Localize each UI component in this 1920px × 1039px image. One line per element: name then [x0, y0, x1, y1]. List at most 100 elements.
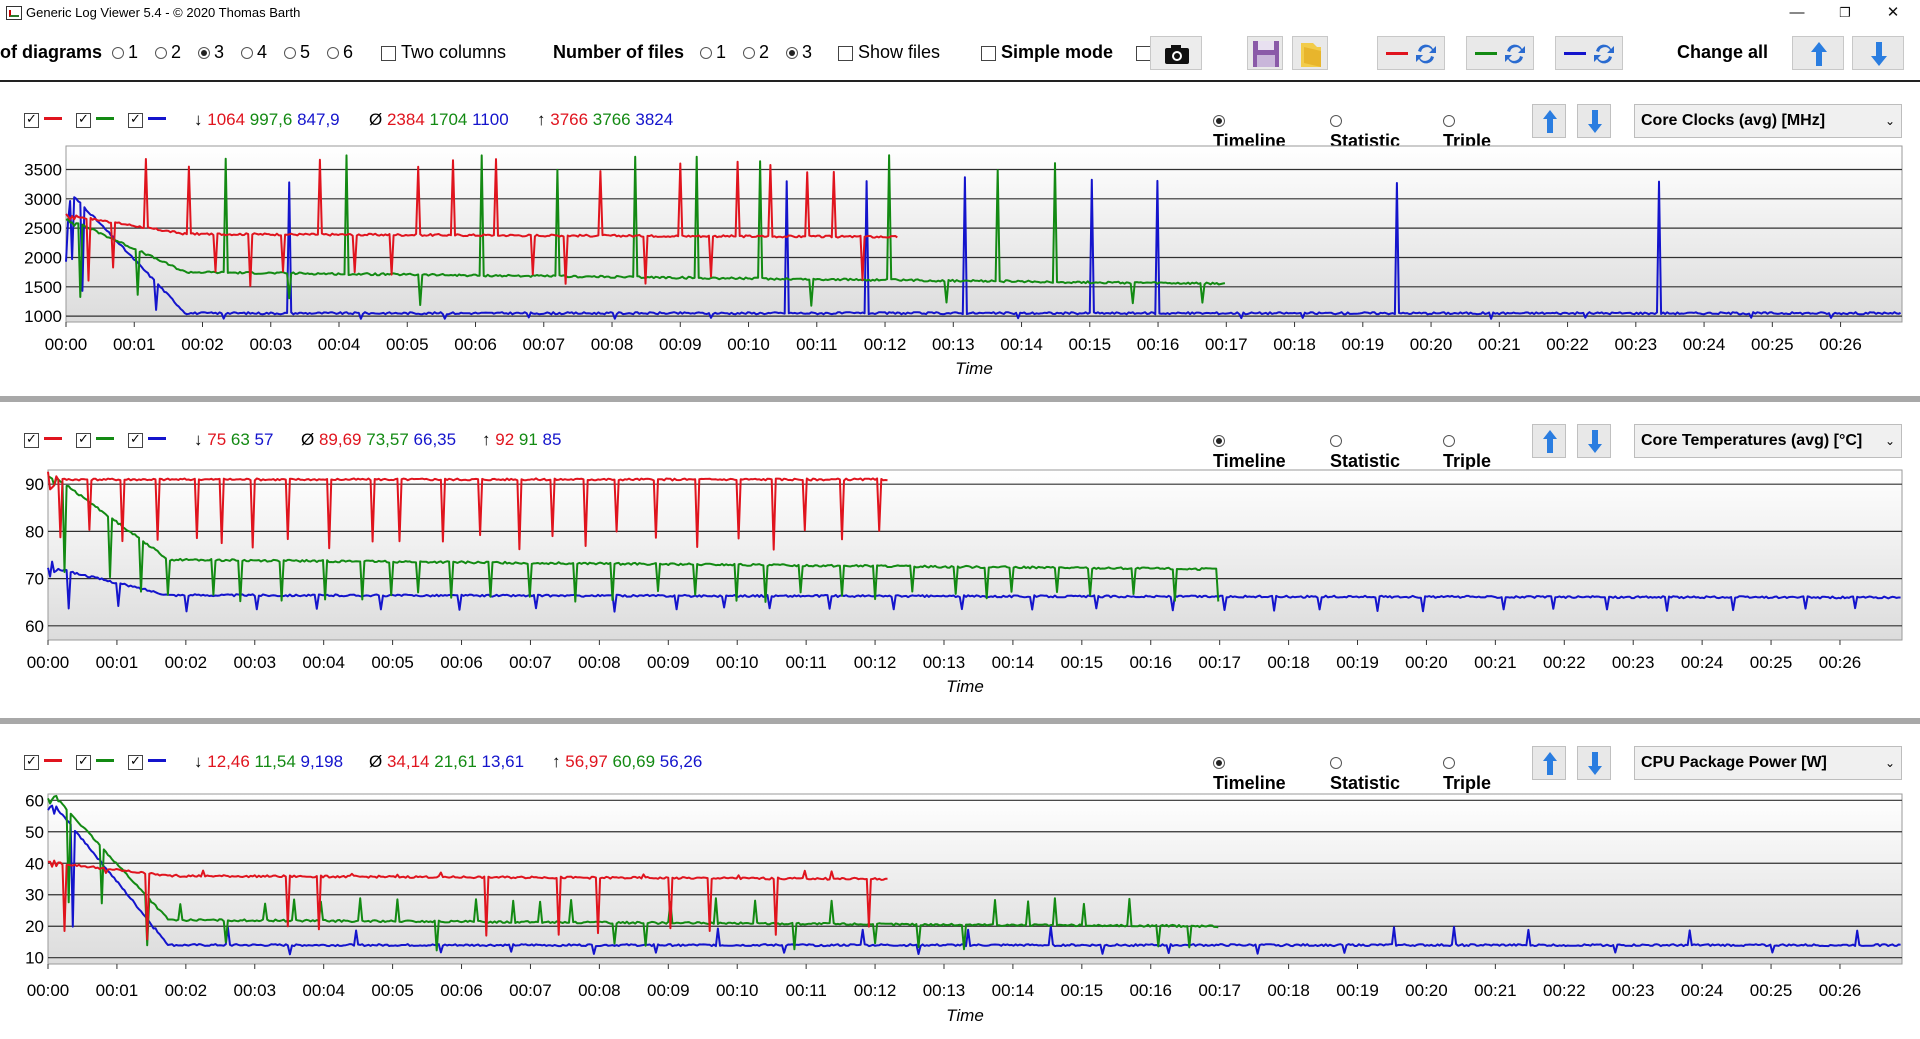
- series-line-red: [47, 859, 888, 941]
- statistic-radio[interactable]: Statistic: [1330, 752, 1400, 794]
- stats-avg: Ø 34,14 21,61 13,61: [369, 752, 524, 772]
- files-radio-2[interactable]: 2: [743, 42, 769, 63]
- two-columns-checkbox[interactable]: Two columns: [381, 42, 506, 63]
- files-radio-3[interactable]: 3: [786, 42, 812, 63]
- x-tick-label: 00:12: [864, 335, 907, 354]
- triple-radio[interactable]: Triple: [1443, 752, 1491, 794]
- x-tick-label: 00:02: [181, 335, 224, 354]
- sensor-select-value: Core Clocks (avg) [MHz]: [1641, 112, 1826, 129]
- min-red: 12,46: [207, 752, 250, 771]
- show-files-checkbox[interactable]: Show files: [838, 42, 940, 63]
- x-tick-label: 00:12: [854, 981, 897, 1000]
- chart-cpu-package-power: 10 20 30 40 50 60 00:00 00:01 00:02 00:03 00:04 00:…: [25, 791, 1903, 1025]
- y-tick-label: 2000: [24, 248, 62, 267]
- panel-move-up-button[interactable]: [1532, 746, 1566, 780]
- x-tick-label: 00:09: [647, 981, 690, 1000]
- swap-green-button[interactable]: [1466, 36, 1534, 70]
- panel-move-down-button[interactable]: [1577, 424, 1611, 458]
- minimize-button[interactable]: —: [1789, 4, 1805, 21]
- simple-mode-checkbox[interactable]: Simple mode: [981, 42, 1113, 63]
- panel-move-up-button[interactable]: [1532, 424, 1566, 458]
- diagram-radio-3[interactable]: 3: [198, 42, 224, 63]
- max-green: 3766: [592, 110, 631, 129]
- red-series-checkbox[interactable]: [24, 110, 44, 130]
- folder-icon: [1301, 43, 1321, 67]
- swap-red-icon: [1416, 44, 1436, 64]
- y-tick-label: 1000: [24, 307, 62, 326]
- timeline-label: Timeline: [1213, 773, 1286, 793]
- arrow-up-icon: [1543, 430, 1557, 453]
- panel-move-up-button[interactable]: [1532, 104, 1566, 138]
- diagram-option-6: 6: [343, 42, 354, 62]
- y-tick-label: 90: [25, 475, 44, 494]
- x-tick-label: 00:15: [1069, 335, 1112, 354]
- series-line-blue: [47, 804, 1901, 956]
- x-tick-label: 00:03: [233, 653, 276, 672]
- max-red: 3766: [550, 110, 589, 129]
- screenshot-button[interactable]: [1150, 36, 1202, 70]
- files-radio-1[interactable]: 1: [700, 42, 726, 63]
- sensor-select[interactable]: Core Clocks (avg) [MHz] ⌄: [1634, 104, 1902, 138]
- min-symbol: ↓: [194, 430, 203, 449]
- red-series-checkbox[interactable]: [24, 430, 44, 450]
- x-tick-label: 00:15: [1061, 653, 1104, 672]
- diagram-radio-4[interactable]: 4: [241, 42, 267, 63]
- green-series-checkbox[interactable]: [76, 752, 96, 772]
- max-symbol: ↑: [537, 110, 546, 129]
- move-all-down-button[interactable]: [1852, 36, 1904, 70]
- sensor-select[interactable]: Core Temperatures (avg) [°C] ⌄: [1634, 424, 1902, 458]
- plot-area: [47, 793, 1903, 965]
- x-tick-label: 00:19: [1336, 981, 1379, 1000]
- chevron-down-icon: ⌄: [1884, 756, 1895, 770]
- swap-red-button[interactable]: [1377, 36, 1445, 70]
- x-tick-label: 00:13: [932, 335, 975, 354]
- y-tick-label: 3500: [24, 160, 62, 179]
- blue-series-checkbox[interactable]: [128, 752, 148, 772]
- swap-blue-button[interactable]: [1555, 36, 1623, 70]
- x-tick-label: 00:01: [113, 335, 156, 354]
- arrow-down-icon: [1588, 110, 1602, 133]
- statistic-radio[interactable]: Statistic: [1330, 430, 1400, 472]
- timeline-radio[interactable]: Timeline: [1213, 430, 1286, 472]
- avg-red: 2384: [386, 110, 425, 129]
- move-all-up-button[interactable]: [1792, 36, 1844, 70]
- close-button[interactable]: ✕: [1886, 4, 1900, 21]
- red-series-sample: [44, 759, 62, 762]
- min-green: 11,54: [254, 752, 296, 771]
- green-series-checkbox[interactable]: [76, 110, 96, 130]
- x-tick-label: 00:10: [716, 653, 759, 672]
- triple-label: Triple: [1443, 451, 1492, 471]
- blue-series-checkbox[interactable]: [128, 110, 148, 130]
- panel-move-down-button[interactable]: [1577, 104, 1611, 138]
- x-axis-title: Time: [946, 677, 984, 696]
- triple-radio[interactable]: Triple: [1443, 430, 1491, 472]
- panel-move-down-button[interactable]: [1577, 746, 1611, 780]
- diagram-radio-2[interactable]: 2: [155, 42, 181, 63]
- min-red: 1064: [207, 110, 246, 129]
- diagram-radio-1[interactable]: 1: [112, 42, 138, 63]
- x-tick-label: 00:21: [1478, 335, 1521, 354]
- diagram-panel-3: ↓ 12,46 11,54 9,198 Ø 34,14 21,61 13,61 …: [0, 726, 1920, 1039]
- two-columns-label: Two columns: [401, 42, 507, 62]
- avg-green: 21,61: [434, 752, 477, 771]
- x-tick-label: 00:25: [1750, 653, 1793, 672]
- y-tick-label: 60: [25, 791, 44, 810]
- save-button[interactable]: [1247, 36, 1283, 70]
- timeline-radio[interactable]: Timeline: [1213, 752, 1286, 794]
- diagram-radio-5[interactable]: 5: [284, 42, 310, 63]
- green-series-checkbox[interactable]: [76, 430, 96, 450]
- open-button[interactable]: [1292, 36, 1328, 70]
- swap-green-icon: [1505, 44, 1525, 64]
- restore-button[interactable]: ❐: [1839, 5, 1851, 20]
- avg-red: 89,69: [318, 430, 362, 449]
- avg-blue: 66,35: [413, 430, 457, 449]
- max-blue: 56,26: [659, 752, 703, 771]
- sensor-select[interactable]: CPU Package Power [W] ⌄: [1634, 746, 1902, 780]
- series-line-red: [65, 158, 898, 287]
- min-symbol: ↓: [194, 752, 203, 771]
- chevron-down-icon: ⌄: [1884, 114, 1895, 128]
- y-tick-label: 50: [25, 823, 44, 842]
- diagram-radio-6[interactable]: 6: [327, 42, 353, 63]
- blue-series-checkbox[interactable]: [128, 430, 148, 450]
- red-series-checkbox[interactable]: [24, 752, 44, 772]
